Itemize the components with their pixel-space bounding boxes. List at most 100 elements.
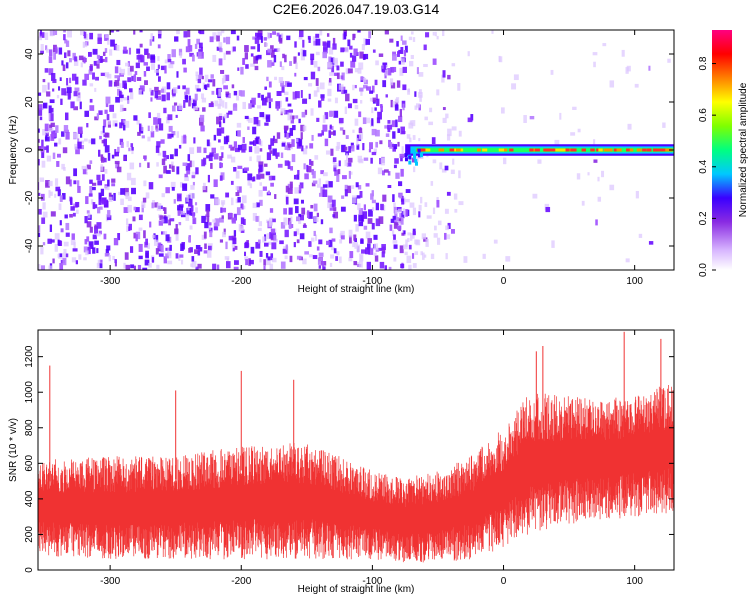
spectrogram-cell xyxy=(414,91,417,97)
spectrogram-cell xyxy=(268,81,272,88)
spectrogram-cell xyxy=(253,116,259,125)
spectrogram-cell xyxy=(401,58,405,65)
spectrogram-cell xyxy=(185,214,190,221)
spectrogram-cell xyxy=(192,54,195,62)
spectrogram-cell xyxy=(144,156,147,161)
spectrogram-cell xyxy=(285,185,289,193)
spectrogram-cell xyxy=(328,77,332,83)
spectrogram-cell xyxy=(242,205,246,210)
spectrogram-cell xyxy=(284,255,288,260)
spectrogram-cell xyxy=(228,144,233,149)
spectrogram-cell xyxy=(433,233,438,238)
spectrogram-cell xyxy=(116,59,121,66)
spectrogram-cell xyxy=(38,36,42,41)
spectrogram-cell xyxy=(94,226,99,234)
spectrogram-cell xyxy=(191,256,195,262)
spectrogram-cell xyxy=(289,115,295,120)
spectrogram-cell xyxy=(115,44,120,51)
spectrogram-cell xyxy=(161,158,166,166)
spectrogram-cell xyxy=(276,47,281,52)
spectrogram-cell xyxy=(61,163,65,170)
snr-y-label: SNR (10 * v/v) xyxy=(8,418,19,482)
spectrogram-cell xyxy=(393,202,396,208)
spectrogram-cell xyxy=(75,260,78,265)
spectrogram-cell xyxy=(83,31,87,39)
spectrogram-cell xyxy=(261,94,264,101)
spectrogram-cell xyxy=(48,127,54,133)
spectrogram-cell xyxy=(176,71,179,78)
signal-onset-cell xyxy=(413,151,417,156)
spectrogram-cell xyxy=(289,61,292,66)
spectrogram-cell xyxy=(126,172,132,181)
spectrogram-cell xyxy=(269,263,274,270)
spectrogram-cell xyxy=(184,176,189,182)
spectrogram-cell xyxy=(451,126,457,131)
spectrogram-cell xyxy=(293,174,297,180)
spectrogram-cell xyxy=(133,74,137,82)
spectrogram-cell xyxy=(157,44,161,49)
spectrogram-cell xyxy=(119,67,122,76)
spectrogram-cell xyxy=(592,52,598,56)
spectrogram-cell xyxy=(380,157,386,166)
spectrogram-cell xyxy=(100,72,106,77)
spectrogram-cell xyxy=(384,30,389,35)
spectrogram-cell xyxy=(62,252,67,258)
spectrogram-cell xyxy=(361,44,365,51)
spectrogram-cell xyxy=(109,49,113,56)
spectrogram-cell xyxy=(38,108,43,116)
spectrogram-cell xyxy=(348,170,351,179)
spectrogram-cell xyxy=(155,125,158,130)
spectrogram-cell xyxy=(529,115,535,120)
spectrogram-cell xyxy=(157,30,162,36)
spectrogram-cell xyxy=(373,148,377,154)
spectrogram-cell xyxy=(312,180,318,184)
spectrogram-cell xyxy=(210,194,215,199)
spectrogram-cell xyxy=(274,76,278,81)
spectrogram-cell xyxy=(156,95,162,100)
spectrogram-cell xyxy=(73,59,79,66)
spectrogram-cell xyxy=(44,136,50,142)
spectrogram-cell xyxy=(352,129,355,133)
spectrogram-cell xyxy=(42,78,46,83)
spectrogram-cell xyxy=(266,76,269,82)
spectrogram-cell xyxy=(84,110,90,117)
spectrogram-cell xyxy=(52,78,57,84)
spectrogram-cell xyxy=(38,92,42,96)
spectrogram-cell xyxy=(295,91,300,99)
spectrogram-cell xyxy=(58,240,62,246)
spectrogram-cell xyxy=(197,251,201,256)
spectrogram-cell xyxy=(255,32,259,39)
spectrogram-cell xyxy=(341,195,345,199)
spectrogram-cell xyxy=(104,132,110,138)
spectrogram-cell xyxy=(309,159,312,165)
spectrogram-cell xyxy=(119,90,122,96)
spectrogram-cell xyxy=(178,103,182,107)
signal-hotspot xyxy=(534,148,540,152)
spectrogram-cell xyxy=(222,100,225,108)
spectrogram-cell xyxy=(183,31,188,38)
spectrogram-cell xyxy=(219,217,224,223)
spectrogram-cell xyxy=(42,242,46,246)
spectrogram-cell xyxy=(363,157,369,161)
spectrogram-cell xyxy=(91,182,97,186)
spectrogram-cell xyxy=(164,65,167,74)
spectrogram-cell xyxy=(195,266,199,270)
spectrogram-cell xyxy=(142,267,148,270)
spectrogram-cell xyxy=(60,98,63,105)
spectrogram-cell xyxy=(394,217,399,223)
spectrogram-cell xyxy=(89,83,94,87)
spectrogram-cell xyxy=(53,44,57,49)
spectrogram-cell xyxy=(92,202,96,210)
spectrogram-cell xyxy=(298,138,303,147)
spectrogram-cell xyxy=(69,213,73,218)
spectrogram-cell xyxy=(50,239,55,243)
spectrogram-cell xyxy=(331,65,335,73)
spectrogram-cell xyxy=(209,230,213,238)
spectrogram-cell xyxy=(350,185,355,189)
spectrogram-cell xyxy=(293,56,297,64)
spectrogram-cell xyxy=(176,131,180,138)
spectrogram-cell xyxy=(609,80,615,88)
spectrogram-cell xyxy=(270,60,274,64)
spectrogram-cell xyxy=(467,51,470,57)
spectrogram-cell xyxy=(200,51,204,59)
